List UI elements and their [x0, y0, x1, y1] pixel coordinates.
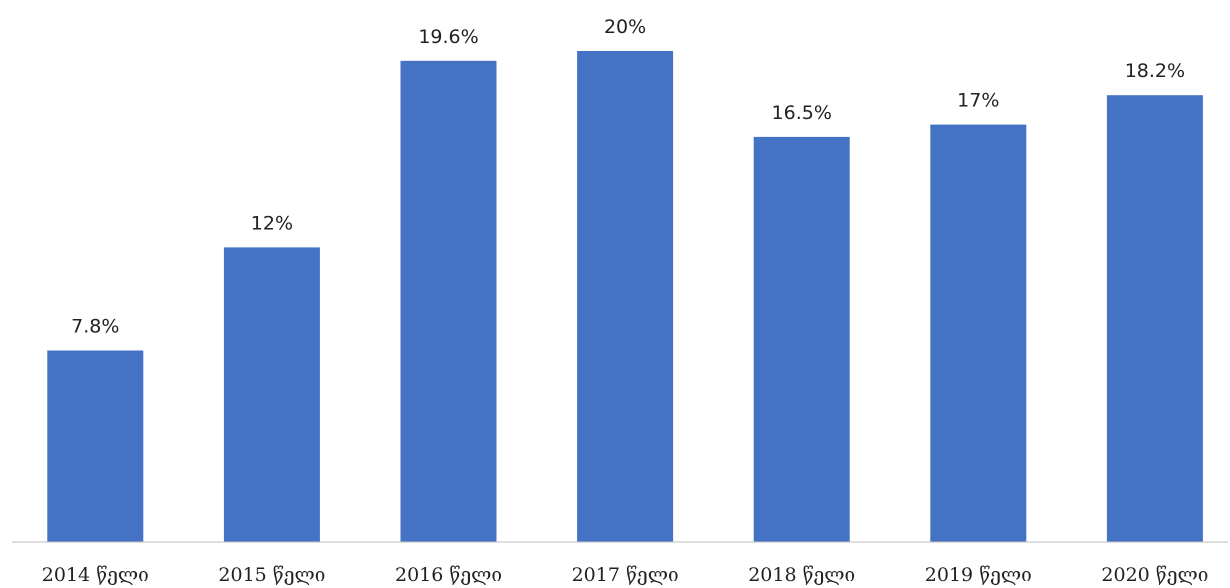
x-tick-label: 2019 წელი — [925, 564, 1032, 586]
data-label: 19.6% — [418, 26, 478, 48]
x-tick-label: 2017 წელი — [572, 564, 679, 586]
x-tick-label: 2016 წელი — [395, 564, 502, 586]
bar — [400, 60, 497, 543]
data-label: 17% — [957, 90, 999, 112]
data-label: 16.5% — [772, 102, 832, 124]
x-tick-label: 2018 წელი — [748, 564, 855, 586]
data-label: 12% — [251, 212, 293, 234]
bars-group — [47, 51, 1203, 543]
bar — [47, 350, 144, 542]
x-tick-label: 2014 წელი — [42, 564, 149, 586]
bar — [753, 136, 850, 542]
bar — [577, 51, 674, 542]
bar — [223, 247, 320, 542]
x-tick-labels-group: 2014 წელი 2015 წელი 2016 წელი 2017 წელი 2018… — [42, 564, 1209, 586]
bar — [930, 124, 1027, 542]
data-label: 7.8% — [71, 316, 119, 338]
data-labels-group: 7.8% 12% 19.6% 20% 16.5% 17% 18.2% — [71, 16, 1185, 338]
data-label: 18.2% — [1125, 60, 1185, 82]
bar — [1106, 95, 1203, 542]
data-label: 20% — [604, 16, 646, 38]
x-tick-label: 2020 წელი — [1101, 564, 1208, 586]
x-tick-label: 2015 წელი — [218, 564, 325, 586]
